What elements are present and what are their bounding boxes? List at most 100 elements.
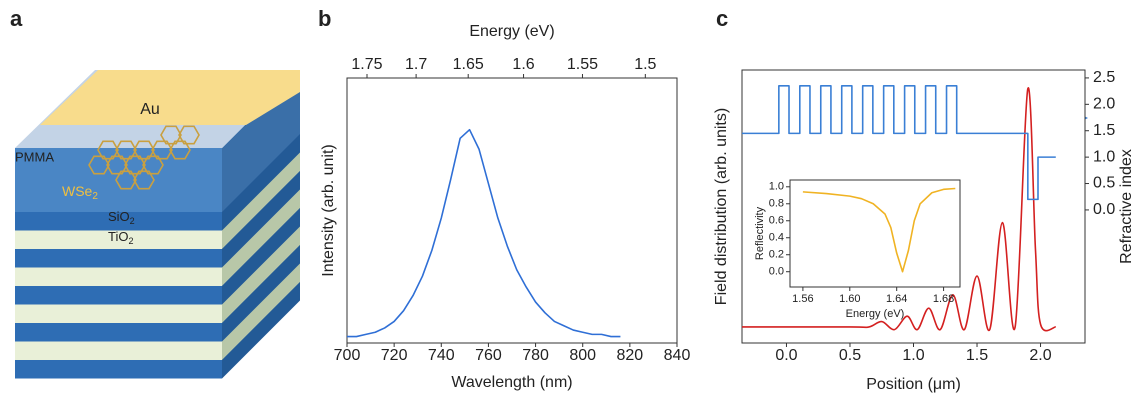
x2-tick-label: 1.5 <box>634 56 656 73</box>
hexagon <box>169 140 191 160</box>
layer-label: WSe2 <box>62 183 98 202</box>
layer-stack <box>15 70 300 379</box>
x2-axis-title: Energy (eV) <box>469 23 554 40</box>
y-tick-label: 0.2 <box>769 249 784 261</box>
x-tick-label: 800 <box>569 347 596 364</box>
y-tick-label: 0.0 <box>769 266 784 278</box>
x-tick-label: 1.64 <box>886 293 907 305</box>
panel-label: a <box>10 6 23 31</box>
stripe-side <box>222 208 300 305</box>
plot-frame <box>789 179 961 288</box>
hexagon <box>88 155 110 175</box>
layer-label: PMMA <box>15 149 54 164</box>
x-tick-label: 820 <box>617 347 644 364</box>
stripe <box>15 323 222 342</box>
x2-tick-label: 1.65 <box>453 56 484 73</box>
y2-tick-label: 1.0 <box>1093 148 1115 165</box>
hexagon <box>142 155 164 175</box>
hexagon <box>160 125 182 145</box>
x-tick-label: 1.68 <box>933 293 954 305</box>
mirror-layers <box>15 134 300 379</box>
label-sub: 2 <box>128 236 133 246</box>
stripe <box>15 267 222 286</box>
hexagon <box>151 140 173 160</box>
x-tick-label: 2.0 <box>1029 347 1051 364</box>
x-tick-label: 1.5 <box>966 347 988 364</box>
y-tick-label: 0.4 <box>769 232 784 244</box>
y2-tick-label: 0.5 <box>1093 175 1115 192</box>
hexagon <box>115 140 137 160</box>
stripe <box>15 230 222 249</box>
y-axis-title: Intensity (arb. unit) <box>320 144 337 277</box>
panel-label: b <box>318 6 331 31</box>
x-tick-label: 0.0 <box>775 347 797 364</box>
polymer-layer <box>15 148 222 212</box>
stripe <box>15 286 222 305</box>
x-axis-title: Wavelength (nm) <box>451 374 572 391</box>
label-sub: 2 <box>130 216 135 226</box>
y-axis-title: Reflectivity <box>754 206 766 260</box>
y-tick-label: 1.0 <box>769 181 784 193</box>
y-axis-title: Field distribution (arb. units) <box>713 108 730 305</box>
y-tick-label: 0.8 <box>769 198 784 210</box>
layer-label: SiO2 <box>108 209 135 226</box>
data-line <box>347 128 621 338</box>
stripe-side <box>222 152 300 249</box>
stripe-side <box>222 226 300 323</box>
data-line <box>802 187 956 273</box>
y2-tick-label: 0.0 <box>1093 201 1115 218</box>
stripe <box>15 249 222 268</box>
x-tick-label: 760 <box>475 347 502 364</box>
stripe <box>15 341 222 360</box>
x-tick-label: 720 <box>381 347 408 364</box>
hexagon <box>178 125 200 145</box>
stripe-side <box>222 245 300 342</box>
stripe-side <box>222 189 300 286</box>
stripe <box>15 360 222 379</box>
y2-tick-label: 2.0 <box>1093 96 1115 113</box>
x-tick-label: 1.56 <box>792 293 813 305</box>
x-tick-label: 840 <box>664 347 691 364</box>
stripe <box>15 212 222 231</box>
hexagon <box>133 170 155 190</box>
stripe-side <box>222 171 300 268</box>
x-tick-label: 780 <box>522 347 549 364</box>
x-tick-label: 1.60 <box>839 293 860 305</box>
hexagon <box>97 140 119 160</box>
label-main: SiO <box>108 209 130 224</box>
stripe-side <box>222 282 300 379</box>
hexagon <box>115 170 137 190</box>
x-tick-label: 700 <box>334 347 361 364</box>
y2-tick-label: 2.5 <box>1093 69 1115 86</box>
x-tick-label: 740 <box>428 347 455 364</box>
x2-tick-label: 1.6 <box>512 56 534 73</box>
label-sub: 2 <box>92 191 98 202</box>
hexagon <box>124 155 146 175</box>
lattice <box>88 125 200 190</box>
y-tick-label: 0.6 <box>769 215 784 227</box>
x-axis-title: Position (μm) <box>866 376 961 393</box>
hexagon <box>133 140 155 160</box>
layer-label: Au <box>140 101 160 118</box>
layer-label: TiO2 <box>108 229 133 246</box>
y2-axis-title: Refractive index <box>1118 149 1135 264</box>
x2-tick-label: 1.7 <box>405 56 427 73</box>
x2-tick-label: 1.75 <box>351 56 382 73</box>
data-line <box>742 85 1056 201</box>
stripe <box>15 304 222 323</box>
label-main: TiO <box>108 229 128 244</box>
x2-tick-label: 1.55 <box>567 56 598 73</box>
x-tick-label: 1.0 <box>902 347 924 364</box>
data-line <box>741 87 1056 332</box>
gold-layer <box>40 70 300 125</box>
y2-tick-label: 1.5 <box>1093 122 1115 139</box>
x-tick-label: 0.5 <box>839 347 861 364</box>
label-main: WSe <box>62 183 93 199</box>
stripe-side <box>222 263 300 360</box>
stripe-side <box>222 134 300 231</box>
x-axis-title: Energy (eV) <box>846 308 905 320</box>
panel-label: c <box>716 6 728 31</box>
hexagon <box>106 155 128 175</box>
